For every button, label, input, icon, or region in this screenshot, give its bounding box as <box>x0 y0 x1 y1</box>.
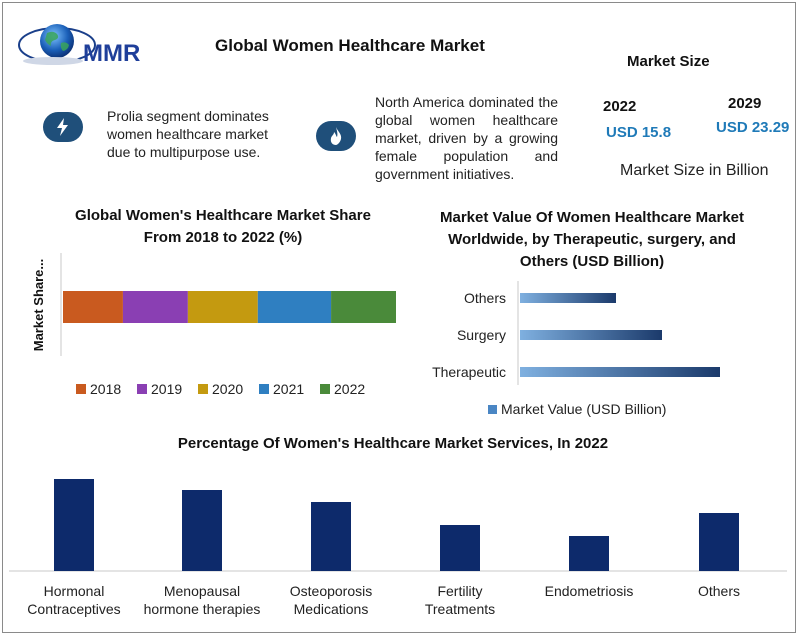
flame-badge <box>316 121 356 151</box>
services-label-osteoporosis-medications: Osteoporosis Medications <box>290 583 372 617</box>
mmr-logo: MMR <box>17 17 187 73</box>
value-legend-swatch <box>488 405 497 414</box>
market-value-2022: USD 15.8 <box>606 124 672 141</box>
legend-swatch-2022 <box>320 384 330 394</box>
services-label-fertility-treatments: Fertility Treatments <box>425 583 495 617</box>
value-legend-label: Market Value (USD Billion) <box>501 401 666 417</box>
share-y-axis-label: Market Share... <box>31 259 46 352</box>
value-bar-others <box>520 293 616 303</box>
legend-label-2018: 2018 <box>90 381 121 397</box>
value-chart-title: Market Value Of Women Healthcare Market … <box>440 209 744 270</box>
share-segment-2018 <box>63 291 123 323</box>
lightning-badge <box>43 112 83 142</box>
services-label-others: Others <box>698 583 740 599</box>
market-year-2022: 2022 <box>603 98 637 115</box>
share-chart-title: Global Women's Healthcare Market Share F… <box>75 207 371 246</box>
share-chart: Market Share... 2018 2019 2020 2021 2022 <box>31 253 396 397</box>
share-segment-2021 <box>257 291 332 323</box>
market-size-unit: Market Size in Billion <box>620 162 769 179</box>
lightning-bolt-icon <box>57 118 68 136</box>
share-segment-2022 <box>331 291 396 323</box>
market-value-2029: USD 23.29 <box>716 119 790 136</box>
flame-icon <box>330 127 342 145</box>
services-bar-hormonal-contraceptives <box>54 479 94 571</box>
legend-swatch-2020 <box>198 384 208 394</box>
value-category-others: Others <box>464 290 506 306</box>
value-category-surgery: Surgery <box>457 327 506 343</box>
legend-label-2019: 2019 <box>151 381 182 397</box>
services-bar-osteoporosis-medications <box>311 502 351 571</box>
legend-label-2021: 2021 <box>273 381 304 397</box>
services-chart-title: Percentage Of Women's Healthcare Market … <box>177 435 609 452</box>
legend-label-2022: 2022 <box>334 381 365 397</box>
services-bar-fertility-treatments <box>440 525 480 571</box>
market-size-heading: Market Size <box>627 53 710 70</box>
legend-swatch-2018 <box>76 384 86 394</box>
services-bar-others <box>699 513 739 571</box>
share-segment-2020 <box>187 291 258 323</box>
share-segment-2019 <box>122 291 188 323</box>
legend-label-2020: 2020 <box>212 381 243 397</box>
note-prolia: Prolia segment dominates women healthcar… <box>107 108 269 160</box>
value-bar-therapeutic <box>520 367 720 377</box>
services-label-hormonal-contraceptives: Hormonal Contraceptives <box>27 583 120 617</box>
value-chart: Others Surgery Therapeutic Market Value (U… <box>432 281 720 417</box>
page-title: Global Women Healthcare Market <box>215 36 485 55</box>
value-category-therapeutic: Therapeutic <box>432 364 506 380</box>
services-label-endometriosis: Endometriosis <box>545 583 634 599</box>
note-north-america: North America dominated the global women… <box>375 94 558 182</box>
services-chart: Hormonal Contraceptives Menopausal hormone … <box>9 479 787 617</box>
value-bar-surgery <box>520 330 662 340</box>
services-label-menopausal-hormone-therapies: Menopausal hormone therapies <box>144 583 261 617</box>
market-year-2029: 2029 <box>728 95 762 112</box>
services-bar-menopausal-hormone-therapies <box>182 490 222 571</box>
legend-swatch-2019 <box>137 384 147 394</box>
logo-text: MMR <box>83 40 140 67</box>
services-bar-endometriosis <box>569 536 609 571</box>
globe-logo-icon: MMR <box>18 24 140 67</box>
legend-swatch-2021 <box>259 384 269 394</box>
